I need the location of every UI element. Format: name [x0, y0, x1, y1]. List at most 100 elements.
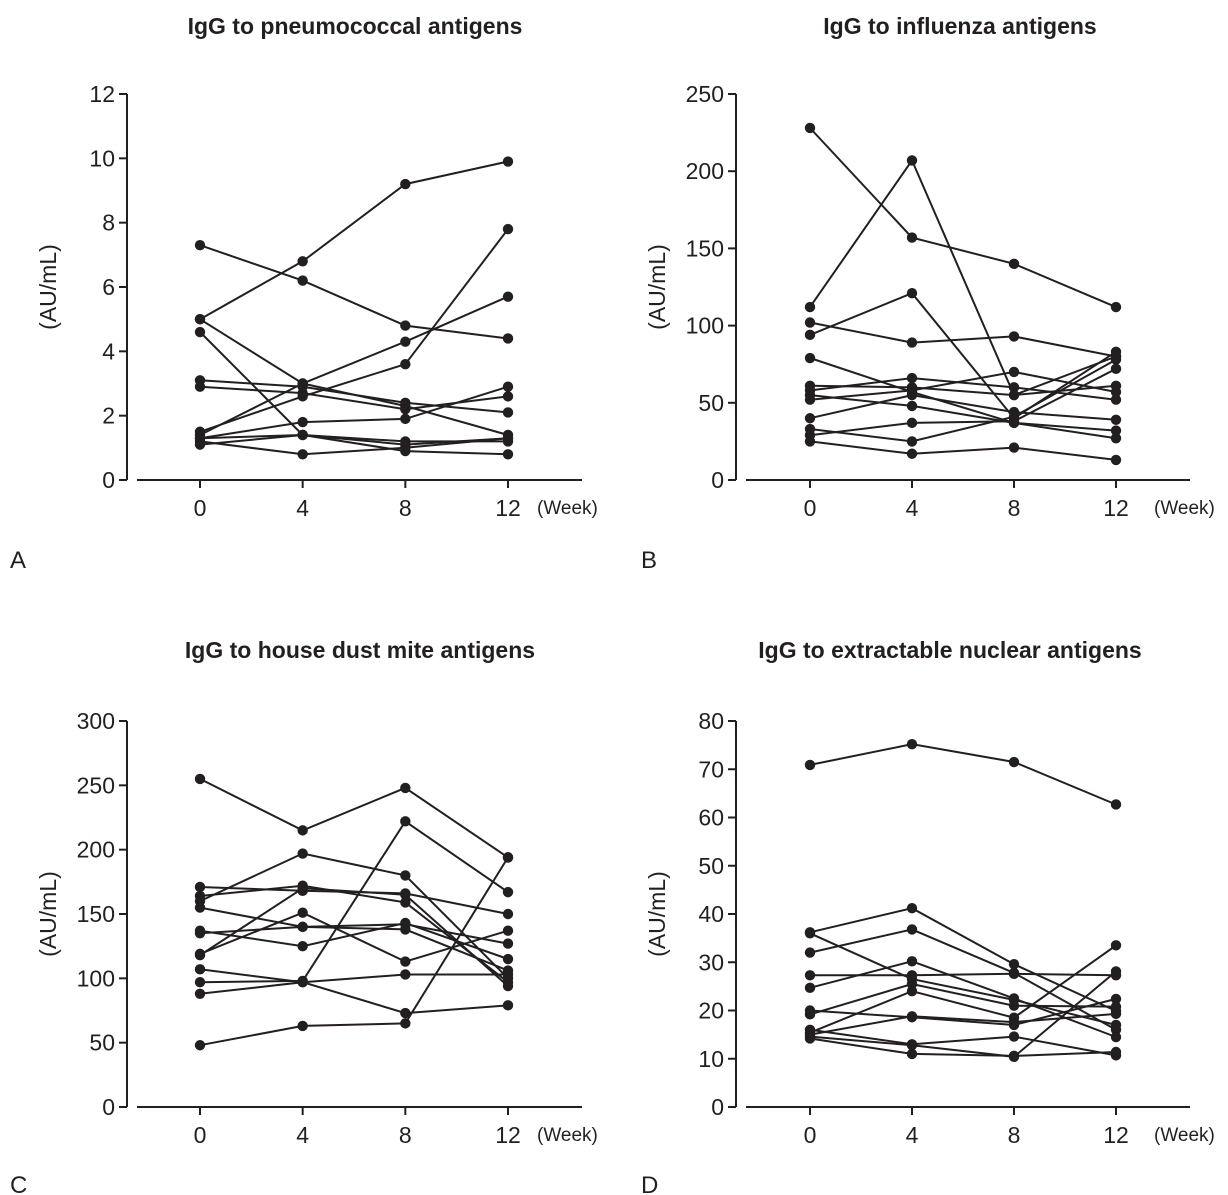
data-point — [502, 223, 514, 235]
series-line-8 — [199, 295, 509, 436]
series-line-7 — [809, 377, 1117, 401]
data-point — [400, 320, 411, 331]
data-point — [297, 976, 308, 988]
data-point — [1110, 425, 1122, 436]
data-point — [502, 449, 514, 460]
chart-title: IgG to extractable nuclear antigens — [758, 637, 1141, 663]
y-tick-label: 0 — [711, 467, 724, 493]
data-point — [1110, 1001, 1122, 1012]
data-point — [502, 432, 514, 444]
data-point — [502, 886, 514, 898]
x-tick-label: 0 — [804, 1122, 817, 1148]
x-tick-label: 4 — [296, 495, 309, 521]
data-point — [1110, 414, 1122, 425]
y-tick-label: 20 — [698, 998, 724, 1024]
y-axis-label: (AU/mL) — [35, 244, 61, 330]
data-point — [1110, 993, 1122, 1005]
data-point — [400, 956, 411, 967]
data-point — [906, 155, 918, 166]
data-point — [400, 870, 411, 881]
x-tick-label: 12 — [1103, 1122, 1129, 1148]
chart-title: IgG to influenza antigens — [823, 13, 1096, 39]
data-point — [1110, 799, 1122, 810]
data-point — [1110, 454, 1122, 466]
series-line-13 — [199, 856, 509, 1047]
data-point — [906, 970, 918, 981]
y-tick-label: 50 — [698, 390, 724, 416]
series-line-9 — [809, 370, 1117, 401]
data-point — [297, 391, 308, 402]
x-tick-label: 12 — [495, 1122, 521, 1148]
series-line-13 — [809, 1037, 1117, 1057]
series-line-6 — [809, 384, 1117, 397]
data-point — [502, 391, 514, 402]
data-point — [1110, 433, 1122, 444]
data-point — [400, 782, 411, 794]
series-line-10 — [199, 385, 509, 440]
series-line-7 — [199, 925, 509, 972]
data-point — [804, 1033, 816, 1044]
chart-panel-a: IgG to pneumococcal antigens 0 2 4 6 8 10 12 0 4 8… — [10, 13, 598, 574]
data-point — [906, 978, 918, 990]
data-point — [502, 333, 514, 344]
data-point — [400, 1007, 411, 1019]
y-tick-label: 250 — [686, 81, 724, 107]
data-point — [400, 816, 411, 827]
y-tick-label: 8 — [102, 210, 115, 236]
data-point — [906, 372, 918, 384]
data-point — [194, 902, 206, 913]
series-line-5 — [809, 357, 1117, 440]
x-unit-label: (Week) — [537, 498, 598, 519]
data-point — [297, 449, 308, 460]
data-point — [906, 956, 918, 967]
data-point — [297, 825, 308, 836]
data-point — [804, 122, 816, 134]
series-line-2 — [199, 160, 509, 321]
data-point — [502, 908, 514, 920]
chart-title: IgG to house dust mite antigens — [185, 637, 535, 663]
data-point — [1110, 1024, 1122, 1036]
data-point — [804, 928, 816, 939]
data-point — [1110, 394, 1122, 405]
data-point — [804, 436, 816, 447]
data-point — [804, 352, 816, 364]
data-point — [1008, 389, 1020, 401]
data-point — [502, 381, 514, 392]
data-point — [400, 445, 411, 457]
y-tick-label: 70 — [698, 756, 724, 782]
x-tick-label: 0 — [804, 495, 817, 521]
series-line-5 — [199, 906, 509, 945]
y-tick-label: 300 — [77, 708, 115, 734]
data-point — [1008, 1031, 1020, 1042]
data-point — [194, 949, 206, 961]
data-point — [804, 301, 816, 313]
series-line-1 — [809, 127, 1117, 309]
series-line-4 — [199, 852, 509, 980]
y-tick-label: 100 — [686, 313, 724, 339]
series-line-7 — [199, 228, 509, 433]
y-tick-label: 50 — [698, 853, 724, 879]
data-point — [194, 881, 206, 893]
data-point — [804, 982, 816, 994]
data-point — [502, 1000, 514, 1011]
data-point — [1008, 331, 1020, 342]
data-point — [400, 178, 411, 190]
data-point — [502, 980, 514, 992]
data-point — [1008, 993, 1020, 1004]
data-point — [1008, 382, 1020, 393]
data-point — [297, 429, 308, 441]
x-tick-label: 8 — [399, 1122, 412, 1148]
y-tick-label: 50 — [89, 1030, 115, 1056]
y-tick-label: 200 — [686, 158, 724, 184]
x-unit-label: (Week) — [1154, 498, 1215, 519]
data-point — [400, 1018, 411, 1029]
x-tick-label: 12 — [495, 495, 521, 521]
data-point — [1110, 940, 1122, 951]
data-point — [400, 889, 411, 900]
x-tick-label: 8 — [1008, 1122, 1021, 1148]
data-point — [906, 232, 918, 243]
chart-panel-c: IgG to house dust mite antigens 0 50 100 150… — [10, 637, 598, 1195]
data-point — [906, 337, 918, 348]
data-point — [194, 964, 206, 975]
data-point — [804, 329, 816, 341]
